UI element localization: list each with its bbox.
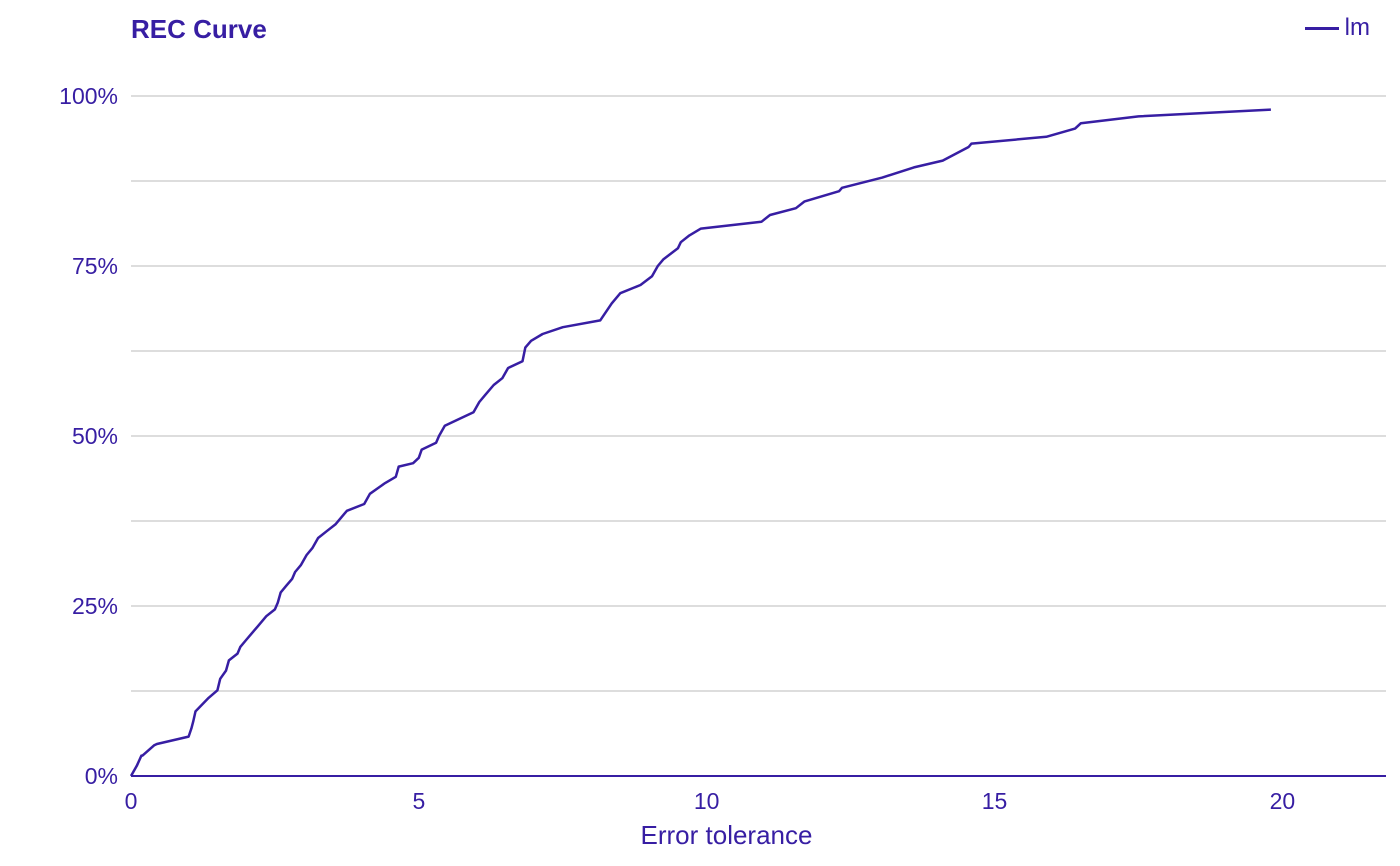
x-tick-label: 10 (694, 788, 720, 814)
series-line-lm (129, 108, 1271, 777)
series-group (129, 108, 1271, 777)
x-axis-title: Error tolerance (641, 820, 813, 850)
grid-lines (131, 95, 1386, 692)
y-tick-label: 100% (59, 83, 118, 109)
x-tick-label: 5 (412, 788, 425, 814)
tick-labels: 0% 25% 50% 75% 100% 0 5 10 15 20 (59, 83, 1295, 814)
x-tick-label: 15 (982, 788, 1008, 814)
legend-label-lm: lm (1344, 14, 1370, 41)
legend-line-swatch (1304, 26, 1339, 30)
y-tick-label: 25% (72, 593, 118, 619)
y-tick-label: 0% (85, 763, 118, 789)
y-tick-label: 50% (72, 423, 118, 449)
x-tick-label: 20 (1270, 788, 1296, 814)
y-tick-label: 75% (72, 253, 118, 279)
x-tick-label: 0 (125, 788, 138, 814)
chart-title: REC Curve (131, 14, 267, 44)
legend: lm (1304, 14, 1370, 42)
